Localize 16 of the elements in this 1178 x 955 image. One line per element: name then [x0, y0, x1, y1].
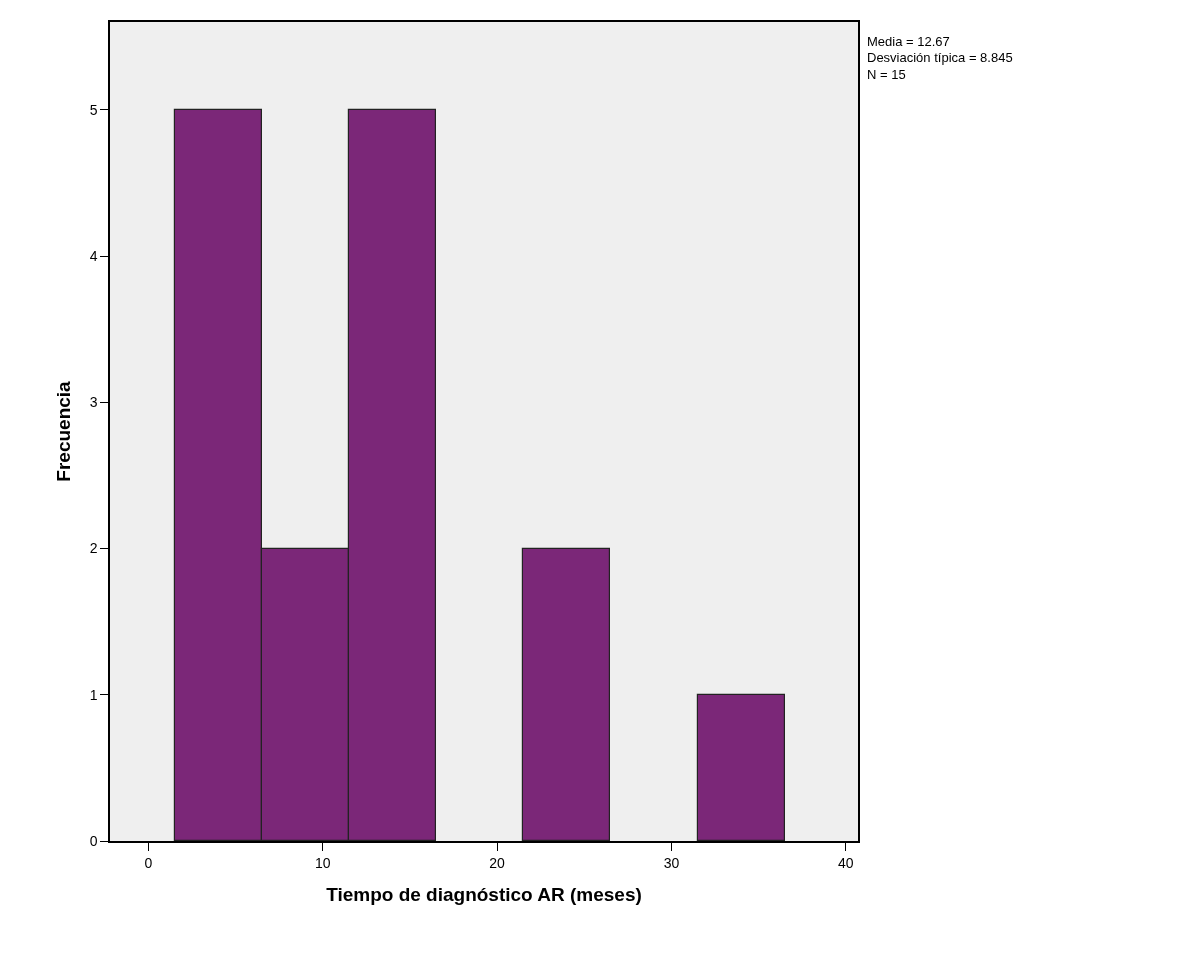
y-tick-label: 3 — [89, 394, 98, 411]
text: Media = 12.67 — [867, 34, 950, 49]
x-tick-label: 20 — [489, 854, 506, 871]
x-tick-label: 40 — [838, 854, 854, 871]
y-tick-label: 4 — [89, 247, 98, 264]
text: Desviación típica = 8.845 — [867, 50, 1013, 65]
y-tick-label: 2 — [89, 540, 98, 557]
y-axis-title: Frecuencia — [53, 380, 74, 482]
x-tick-label: 10 — [314, 854, 331, 871]
x-tick-label: 0 — [144, 854, 153, 871]
x-tick-label: 30 — [663, 854, 680, 871]
y-tick-label: 1 — [89, 686, 98, 703]
x-axis-title: Tiempo de diagnóstico AR (meses) — [326, 883, 642, 905]
y-tick-label: 0 — [89, 832, 98, 849]
text: N = 15 — [867, 67, 906, 82]
y-tick-label: 5 — [89, 101, 98, 118]
